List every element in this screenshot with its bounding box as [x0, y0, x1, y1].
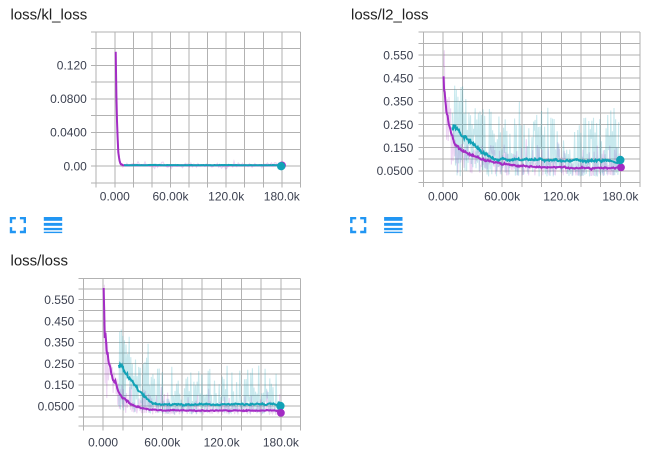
- svg-text:0.000: 0.000: [428, 190, 458, 204]
- svg-text:0.0500: 0.0500: [38, 400, 75, 414]
- svg-text:0.00: 0.00: [63, 159, 87, 173]
- svg-text:loss/loss: loss/loss: [11, 252, 69, 269]
- svg-text:180.0k: 180.0k: [263, 435, 300, 449]
- svg-text:0.350: 0.350: [44, 336, 74, 350]
- svg-text:0.150: 0.150: [383, 141, 413, 155]
- svg-text:loss/l2_loss: loss/l2_loss: [351, 6, 429, 23]
- svg-text:0.350: 0.350: [383, 95, 413, 109]
- svg-text:0.150: 0.150: [44, 378, 74, 392]
- svg-text:60.00k: 60.00k: [152, 190, 189, 204]
- svg-text:0.450: 0.450: [44, 314, 74, 328]
- svg-text:0.250: 0.250: [383, 118, 413, 132]
- svg-text:loss/kl_loss: loss/kl_loss: [11, 6, 88, 23]
- svg-text:0.000: 0.000: [100, 190, 130, 204]
- svg-text:120.0k: 120.0k: [204, 435, 241, 449]
- svg-text:60.00k: 60.00k: [144, 435, 181, 449]
- svg-text:0.550: 0.550: [383, 48, 413, 62]
- svg-text:180.0k: 180.0k: [264, 190, 301, 204]
- svg-text:0.0800: 0.0800: [50, 92, 87, 106]
- svg-text:0.0500: 0.0500: [377, 164, 414, 178]
- svg-text:0.450: 0.450: [383, 71, 413, 85]
- svg-text:180.0k: 180.0k: [602, 190, 639, 204]
- svg-text:0.120: 0.120: [57, 59, 87, 73]
- svg-text:120.0k: 120.0k: [543, 190, 580, 204]
- svg-text:60.00k: 60.00k: [484, 190, 521, 204]
- svg-text:120.0k: 120.0k: [208, 190, 245, 204]
- svg-text:0.000: 0.000: [88, 435, 118, 449]
- svg-text:0.250: 0.250: [44, 357, 74, 371]
- svg-text:0.0400: 0.0400: [50, 126, 87, 140]
- svg-text:0.550: 0.550: [44, 293, 74, 307]
